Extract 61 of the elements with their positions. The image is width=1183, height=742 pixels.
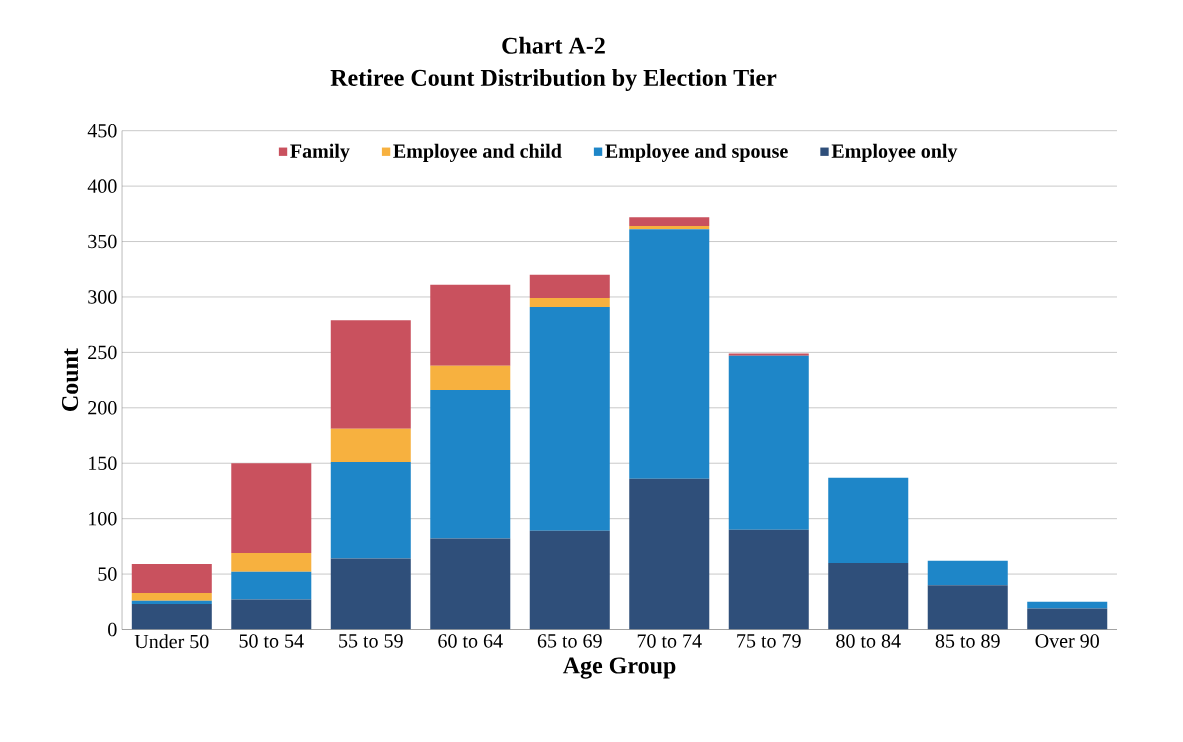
bar (231, 599, 312, 630)
bar (529, 275, 610, 299)
bar (430, 538, 511, 630)
bar (231, 553, 312, 573)
bar (131, 600, 212, 605)
bar (231, 463, 312, 554)
x-tick-label: Over 90 (1035, 634, 1099, 648)
bar (629, 478, 710, 630)
bar (728, 353, 809, 356)
bar (629, 229, 710, 479)
bar (728, 355, 809, 530)
x-tick-label: 80 to 84 (836, 634, 901, 648)
y-tick-label: 350 (88, 235, 117, 249)
y-tick-label: 400 (87, 179, 117, 194)
x-tick-label: 50 to 54 (239, 634, 304, 648)
bar (131, 604, 212, 630)
bar (1027, 602, 1108, 609)
bar (828, 563, 909, 630)
x-tick-label: 55 to 59 (339, 634, 403, 648)
bar (131, 593, 212, 601)
y-tick-label: 0 (108, 622, 117, 637)
bar (330, 462, 411, 559)
x-tick-label: 75 to 79 (737, 634, 801, 648)
bar (828, 477, 909, 564)
bar (529, 531, 610, 630)
y-tick-label: 150 (89, 456, 117, 471)
bar (629, 217, 710, 227)
bar (330, 320, 411, 430)
legend-label: Employee only (831, 144, 958, 163)
bar (927, 561, 1008, 586)
y-tick-label: 300 (88, 290, 117, 304)
chart-title: Chart A-2 (502, 37, 605, 55)
bar (728, 529, 809, 630)
bar (231, 572, 312, 600)
legend-label: Employee and spouse (605, 144, 788, 163)
bar (529, 307, 610, 532)
x-tick-label: Under 50 (134, 634, 209, 649)
bar (430, 390, 511, 539)
y-axis-title: Count (61, 348, 79, 412)
y-tick-label: 450 (87, 124, 117, 138)
chart-subtitle: Retiree Count Distribution by Election Tier (330, 69, 777, 92)
y-tick-label: 200 (88, 401, 117, 415)
x-tick-label: 70 to 74 (637, 634, 702, 648)
y-tick-label: 100 (89, 512, 117, 526)
legend-label: Family (290, 144, 350, 163)
x-tick-label: 60 to 64 (438, 634, 503, 648)
x-axis-title: Age Group (562, 657, 676, 679)
bar (430, 285, 511, 366)
bar (927, 585, 1008, 630)
bar (330, 558, 411, 630)
bar (131, 564, 212, 594)
y-tick-label: 50 (98, 567, 117, 582)
x-tick-label: 65 to 69 (537, 634, 602, 648)
x-tick-label: 85 to 89 (935, 634, 1000, 648)
bar (430, 365, 511, 391)
bar (1027, 608, 1108, 630)
legend-label: Employee and child (393, 144, 562, 163)
y-tick-label: 250 (88, 345, 117, 360)
bar (629, 226, 710, 230)
bar (330, 429, 411, 463)
bar (529, 298, 610, 308)
